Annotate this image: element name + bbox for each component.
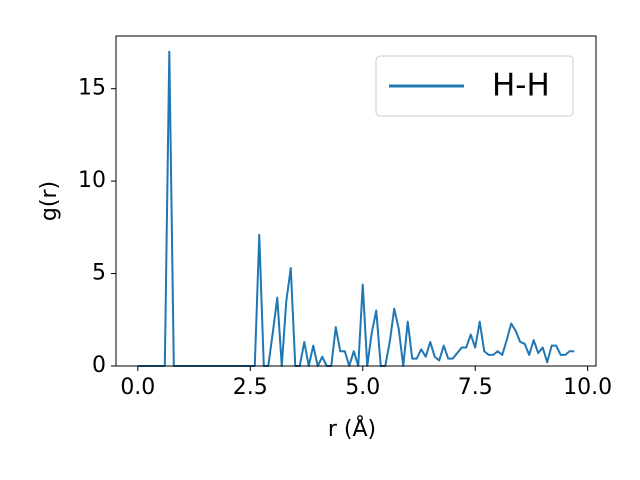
y-tick-label: 5 [92,261,106,286]
x-axis-label: r (Å) [328,415,376,442]
x-tick-label: 0.0 [120,375,155,400]
legend-box [375,55,574,117]
x-tick-label: 2.5 [233,375,268,400]
legend-label: H-H [492,68,550,104]
x-tick-label: 10.0 [563,375,612,400]
y-axis-label: g(r) [37,181,62,221]
y-tick-label: 15 [78,76,106,101]
x-tick-label: 5.0 [345,375,380,400]
plot-frame [115,35,597,367]
y-tick-label: 10 [78,168,106,193]
y-tick-label: 0 [92,353,106,378]
x-tick-label: 7.5 [458,375,493,400]
